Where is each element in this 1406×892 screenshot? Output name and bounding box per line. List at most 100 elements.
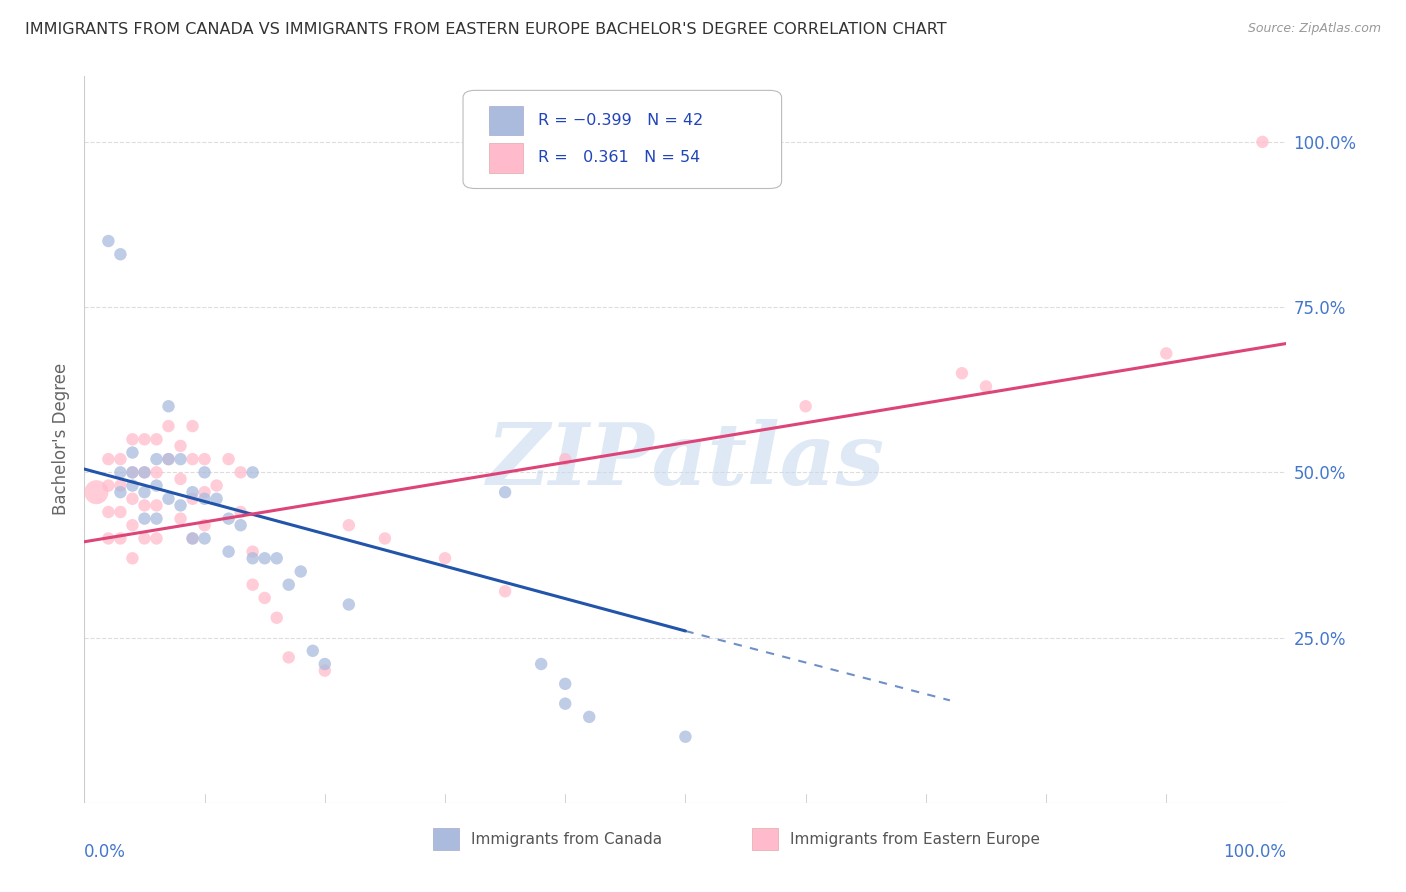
FancyBboxPatch shape: [433, 829, 460, 850]
Point: [145, 511, 167, 525]
Point: [157, 419, 180, 434]
Point: [794, 399, 817, 413]
FancyBboxPatch shape: [489, 106, 523, 136]
Point: [950, 366, 973, 380]
Point: [229, 505, 252, 519]
Point: [134, 499, 156, 513]
Text: Immigrants from Eastern Europe: Immigrants from Eastern Europe: [790, 831, 1040, 847]
Point: [181, 485, 204, 500]
Point: [314, 664, 336, 678]
Point: [266, 611, 288, 625]
Point: [169, 511, 191, 525]
Point: [121, 432, 143, 446]
Point: [121, 466, 143, 480]
Point: [218, 511, 240, 525]
Point: [554, 677, 576, 691]
Point: [974, 379, 997, 393]
Point: [229, 466, 252, 480]
Point: [134, 511, 156, 525]
Point: [181, 452, 204, 467]
Point: [194, 466, 217, 480]
Point: [554, 697, 576, 711]
Point: [337, 598, 360, 612]
Point: [242, 544, 264, 558]
Point: [169, 439, 191, 453]
Point: [194, 518, 217, 533]
Text: Immigrants from Canada: Immigrants from Canada: [471, 831, 662, 847]
Point: [110, 532, 132, 546]
Point: [121, 445, 143, 459]
Text: Source: ZipAtlas.com: Source: ZipAtlas.com: [1247, 22, 1381, 36]
Point: [145, 478, 167, 492]
Point: [194, 485, 217, 500]
Point: [1156, 346, 1178, 360]
Point: [157, 452, 180, 467]
Point: [145, 466, 167, 480]
Point: [86, 485, 108, 500]
Point: [145, 432, 167, 446]
Text: 100.0%: 100.0%: [1223, 843, 1286, 861]
Text: ZIPatlas: ZIPatlas: [486, 419, 884, 503]
Point: [110, 466, 132, 480]
Point: [277, 578, 299, 592]
Point: [134, 532, 156, 546]
Point: [205, 491, 228, 506]
Point: [530, 657, 553, 671]
Point: [266, 551, 288, 566]
Point: [194, 452, 217, 467]
Point: [169, 499, 191, 513]
Point: [97, 452, 120, 467]
Point: [134, 432, 156, 446]
Point: [121, 518, 143, 533]
Point: [337, 518, 360, 533]
Point: [145, 532, 167, 546]
Point: [110, 478, 132, 492]
Point: [110, 505, 132, 519]
Point: [205, 478, 228, 492]
Point: [253, 551, 276, 566]
Point: [121, 478, 143, 492]
Point: [157, 452, 180, 467]
Point: [554, 452, 576, 467]
Point: [1251, 135, 1274, 149]
Point: [134, 466, 156, 480]
Text: IMMIGRANTS FROM CANADA VS IMMIGRANTS FROM EASTERN EUROPE BACHELOR'S DEGREE CORRE: IMMIGRANTS FROM CANADA VS IMMIGRANTS FRO…: [25, 22, 946, 37]
FancyBboxPatch shape: [489, 144, 523, 172]
Point: [110, 485, 132, 500]
Point: [97, 505, 120, 519]
Point: [110, 452, 132, 467]
Point: [675, 730, 697, 744]
Point: [374, 532, 396, 546]
Point: [121, 466, 143, 480]
Point: [97, 478, 120, 492]
Point: [134, 466, 156, 480]
Point: [169, 452, 191, 467]
Point: [181, 532, 204, 546]
Point: [181, 532, 204, 546]
Point: [110, 247, 132, 261]
Point: [181, 491, 204, 506]
Point: [434, 551, 457, 566]
Point: [97, 532, 120, 546]
Point: [169, 472, 191, 486]
Text: 0.0%: 0.0%: [84, 843, 127, 861]
Point: [218, 452, 240, 467]
Point: [242, 578, 264, 592]
Point: [121, 491, 143, 506]
FancyBboxPatch shape: [463, 90, 782, 188]
Text: R =   0.361   N = 54: R = 0.361 N = 54: [537, 151, 700, 166]
Point: [277, 650, 299, 665]
Point: [290, 565, 312, 579]
Point: [229, 518, 252, 533]
Point: [218, 544, 240, 558]
Point: [253, 591, 276, 605]
Y-axis label: Bachelor's Degree: Bachelor's Degree: [52, 363, 70, 516]
Point: [134, 485, 156, 500]
Point: [181, 419, 204, 434]
Point: [157, 399, 180, 413]
FancyBboxPatch shape: [752, 829, 778, 850]
Text: R = −0.399   N = 42: R = −0.399 N = 42: [537, 113, 703, 128]
Point: [121, 551, 143, 566]
Point: [157, 491, 180, 506]
Point: [97, 234, 120, 248]
